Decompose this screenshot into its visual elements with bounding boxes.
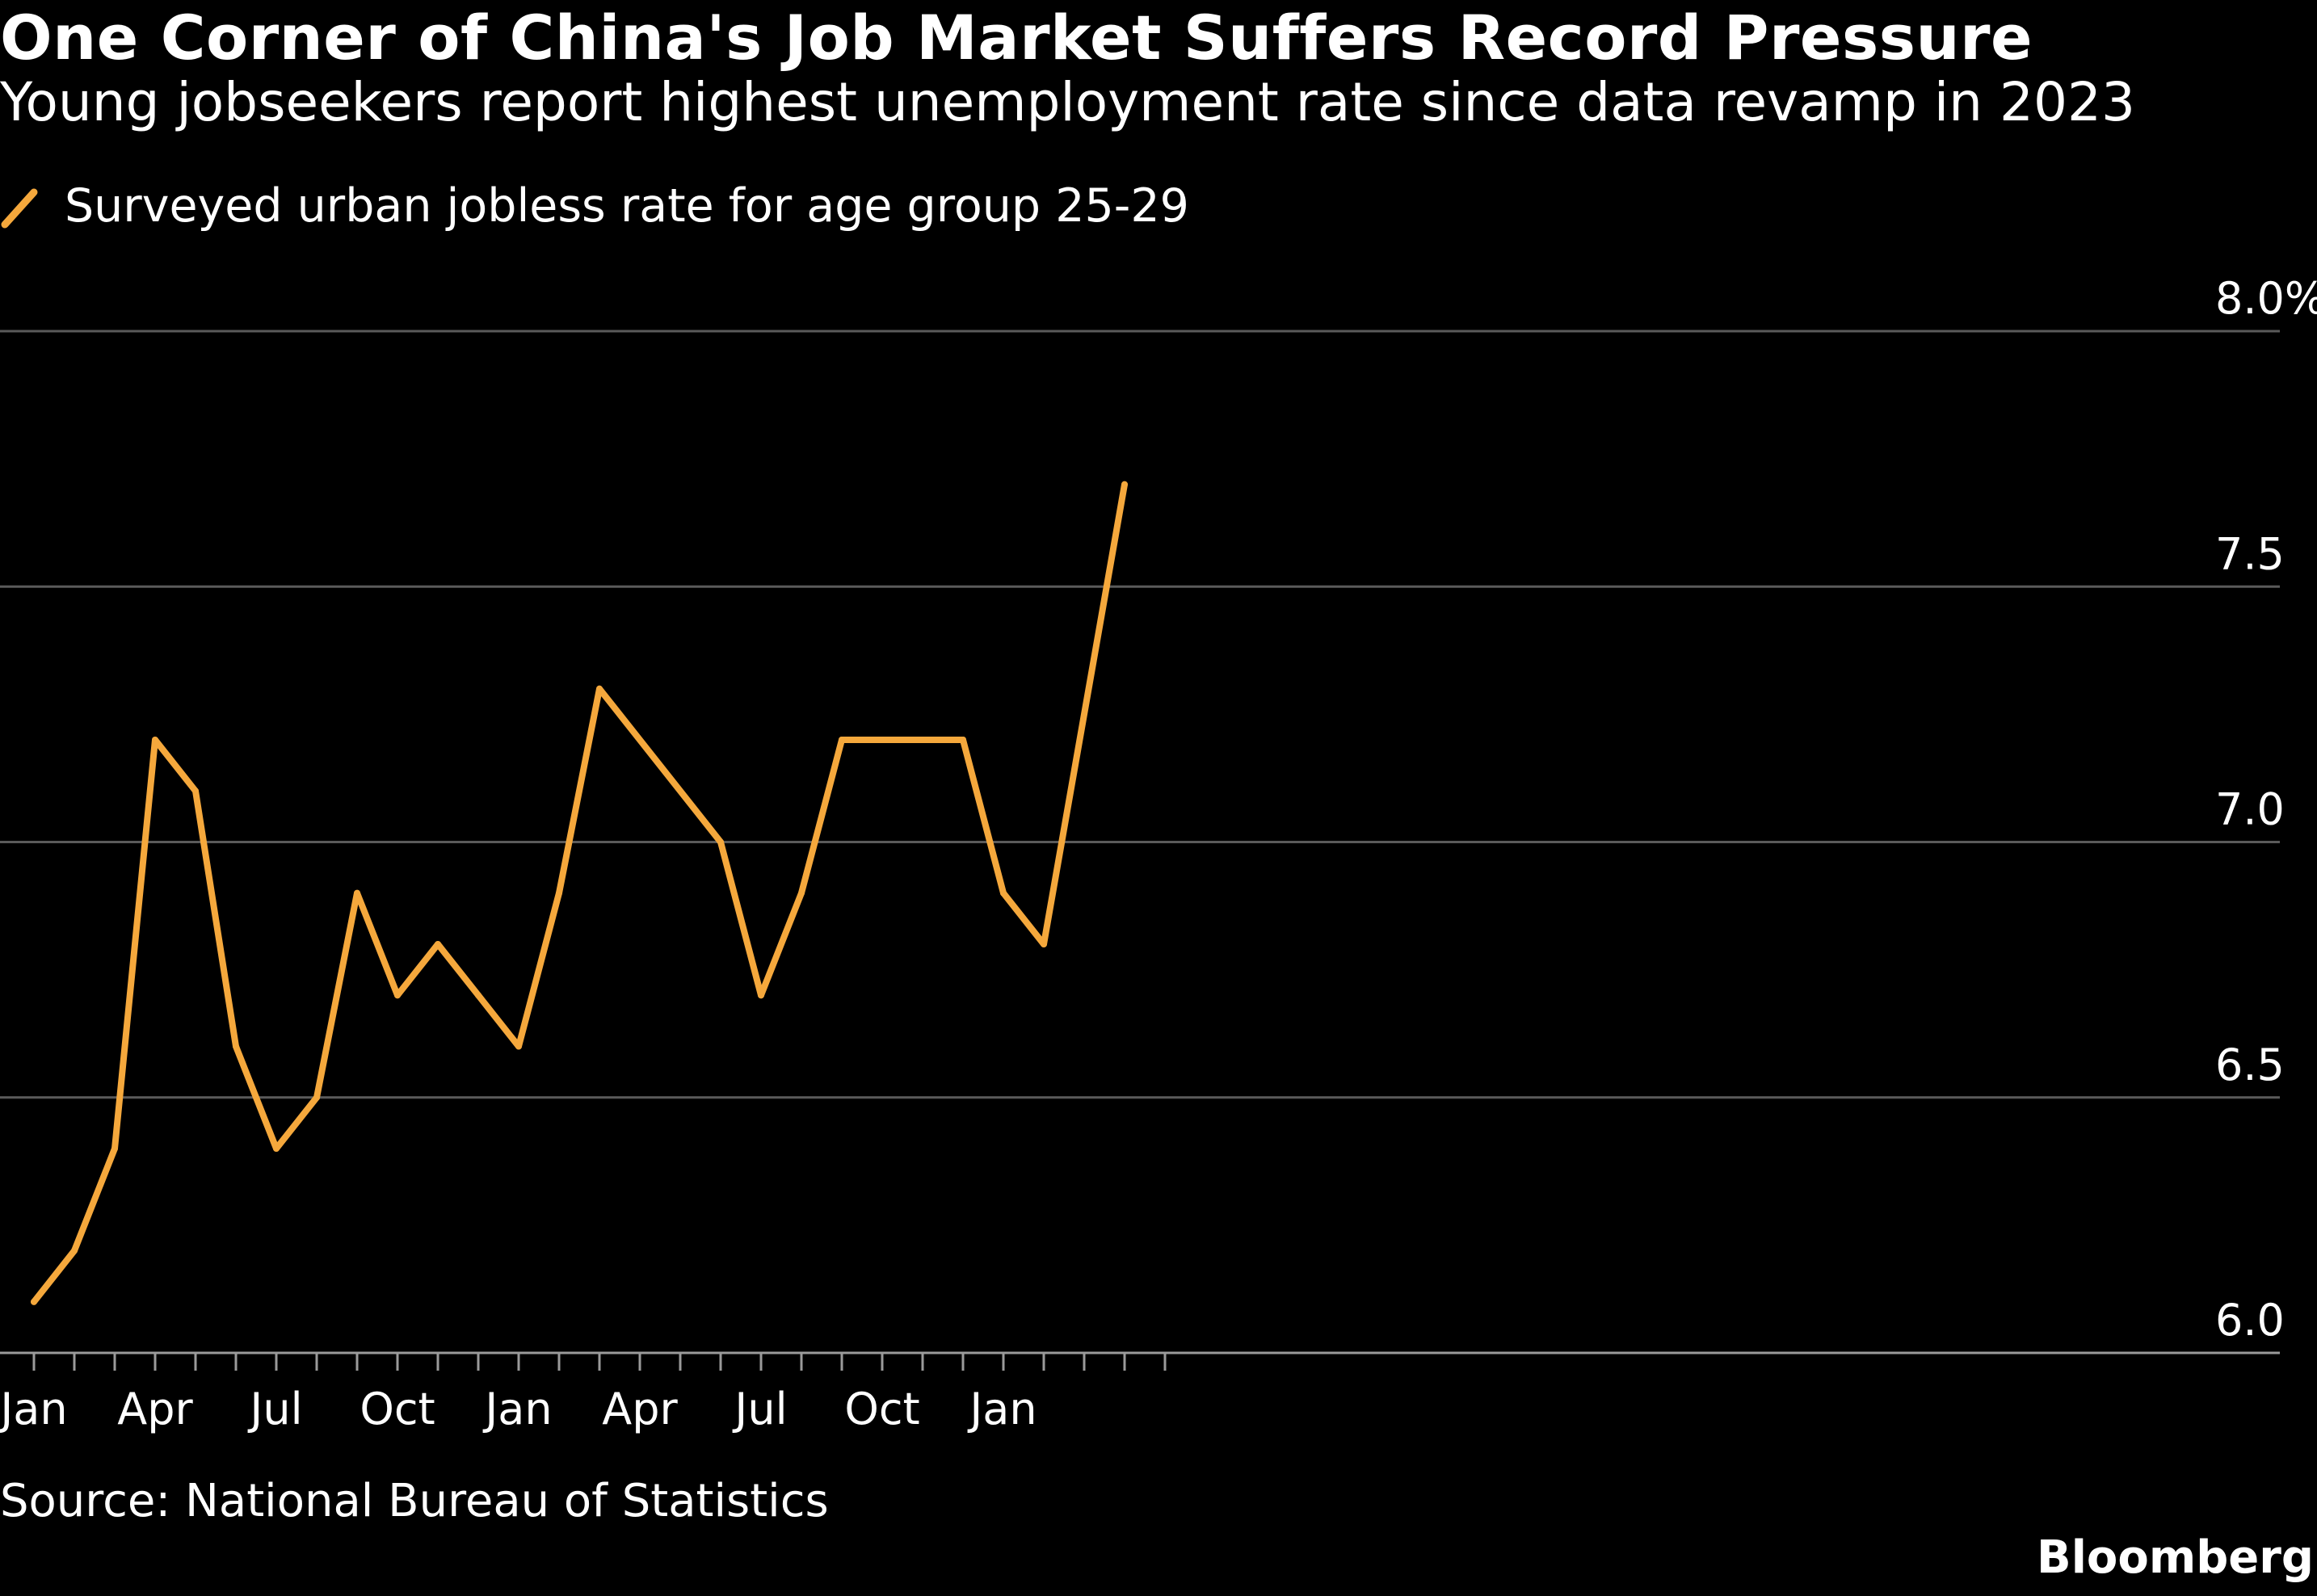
legend: Surveyed urban jobless rate for age grou…	[0, 178, 1189, 234]
data-point	[71, 1247, 78, 1254]
x-tick-label: Jul	[247, 1384, 302, 1434]
y-tick-label: 8.0%	[2215, 273, 2317, 324]
legend-label: Surveyed urban jobless rate for age grou…	[65, 179, 1189, 233]
data-point	[192, 788, 199, 795]
data-point	[758, 992, 764, 999]
x-tick-label: Apr	[602, 1384, 678, 1434]
x-tick-label: Jan	[482, 1384, 552, 1434]
data-point	[556, 889, 562, 897]
data-point	[717, 838, 724, 846]
data-point	[515, 1043, 522, 1050]
x-tick-label: Oct	[844, 1384, 919, 1434]
data-point	[839, 737, 845, 743]
series-layer	[31, 481, 1128, 1305]
data-point	[31, 1298, 37, 1305]
data-point	[960, 737, 966, 743]
x-tick-label: Oct	[360, 1384, 435, 1434]
series-line	[31, 481, 1128, 1305]
data-point	[394, 992, 401, 999]
data-point	[111, 1145, 118, 1152]
y-tick-label: 7.0	[2215, 784, 2285, 835]
data-point	[354, 889, 360, 897]
data-point	[233, 1043, 239, 1050]
legend-swatch-icon	[1, 188, 38, 229]
gridlines	[0, 330, 2280, 1099]
chart-title: One Corner of China's Job Market Suffers…	[0, 2, 2033, 74]
data-point	[475, 992, 481, 999]
x-tick-label: Apr	[117, 1384, 193, 1434]
x-tick-label: Jan	[0, 1384, 68, 1434]
data-point	[596, 685, 603, 692]
x-tick-label: Jan	[967, 1384, 1037, 1434]
data-point	[273, 1145, 280, 1152]
data-point	[1000, 889, 1007, 897]
chart-subtitle: Young jobseekers report highest unemploy…	[0, 71, 2135, 133]
y-tick-label: 6.0	[2215, 1295, 2285, 1346]
data-point	[435, 941, 441, 947]
y-axis-labels: 6.0 6.5 7.0 7.5 8.0%	[2215, 273, 2317, 1346]
data-point	[313, 1094, 320, 1101]
y-tick-label: 7.5	[2215, 528, 2285, 579]
source-note: Source: National Bureau of Statistics	[0, 1475, 829, 1527]
brand-logo: Bloomberg	[2037, 1531, 2314, 1584]
data-point	[1041, 941, 1047, 947]
x-tick-label: Jul	[732, 1384, 787, 1434]
x-axis: JanAprJulOctJanAprJulOctJan202420252026	[0, 1351, 2280, 1434]
data-point	[798, 889, 805, 897]
y-tick-label: 6.5	[2215, 1040, 2285, 1090]
data-point	[1121, 481, 1128, 488]
data-point	[152, 737, 158, 743]
line-chart: 6.0 6.5 7.0 7.5 8.0% Jan Apr Jul Oct Jan Apr Jul Oc…	[0, 273, 2317, 1434]
